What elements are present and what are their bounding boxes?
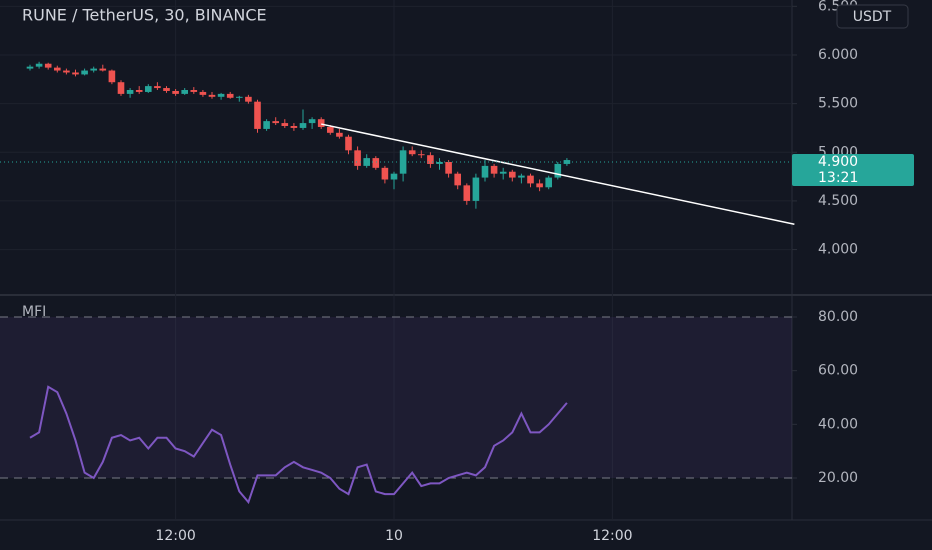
last-price-box xyxy=(792,153,914,186)
y-tick-label: 5.500 xyxy=(818,96,858,112)
y-tick-label: 20.00 xyxy=(818,470,858,486)
y-tick-label: 60.00 xyxy=(818,363,858,379)
candle-body xyxy=(427,155,434,164)
candle-body xyxy=(117,82,125,94)
candle-body xyxy=(163,88,170,91)
candle-body xyxy=(263,121,270,129)
candle-body xyxy=(445,161,452,174)
candle-body xyxy=(226,93,234,98)
x-tick-label: 12:00 xyxy=(155,528,195,544)
indicator-line xyxy=(29,385,568,505)
candle-body xyxy=(354,150,361,166)
candle-body xyxy=(245,96,252,102)
candle-body xyxy=(172,90,179,94)
candle-body xyxy=(236,96,243,98)
candle-body xyxy=(536,183,543,188)
y-tick-label: 40.00 xyxy=(818,416,858,432)
y-tick-label: 4.000 xyxy=(818,242,858,258)
indicator-title: MFI xyxy=(22,304,46,320)
currency-label: USDT xyxy=(853,9,892,25)
candle-body xyxy=(436,161,443,164)
candle-body xyxy=(554,163,562,178)
candle-body xyxy=(154,86,161,89)
candle-body xyxy=(54,67,61,71)
candle-body xyxy=(208,94,216,97)
candle-body xyxy=(454,173,461,186)
candle-body xyxy=(281,123,289,126)
candle-body xyxy=(527,175,534,184)
currency-button[interactable] xyxy=(836,4,909,29)
candle-body xyxy=(472,177,480,201)
candle-body xyxy=(381,167,389,180)
candle-body xyxy=(90,68,97,71)
candle-body xyxy=(190,89,198,92)
chart-title: RUNE / TetherUS, 30, BINANCE xyxy=(22,6,267,25)
candle-body xyxy=(81,70,88,75)
candle-body xyxy=(199,91,207,95)
candle-body xyxy=(408,150,416,155)
candle-body xyxy=(290,125,298,128)
candle-body xyxy=(217,93,225,97)
candle-body xyxy=(317,119,325,127)
candle-body xyxy=(26,66,34,69)
candle-body xyxy=(499,171,507,174)
trendline xyxy=(321,123,795,225)
candle-body xyxy=(254,101,261,129)
candle-body xyxy=(490,165,498,174)
candle-body xyxy=(72,72,79,75)
x-tick-label: 12:00 xyxy=(592,528,632,544)
candle-body xyxy=(135,89,143,92)
candle-body xyxy=(463,185,471,201)
countdown-label: 13:21 xyxy=(818,170,858,186)
x-tick-label: 10 xyxy=(385,528,403,544)
band-fill xyxy=(0,317,792,479)
candle-body xyxy=(372,158,380,168)
candle-body xyxy=(418,154,425,156)
candle-body xyxy=(363,158,370,166)
candle-body xyxy=(126,89,134,94)
last-price-label: 4.900 xyxy=(818,154,858,170)
y-tick-label: 6.000 xyxy=(818,47,858,63)
candle-body xyxy=(509,171,516,178)
candle-body xyxy=(63,70,70,73)
candle-body xyxy=(308,119,316,124)
candle-body xyxy=(481,165,489,178)
candle-body xyxy=(145,86,152,92)
candle-body xyxy=(399,150,407,174)
candle-body xyxy=(44,63,52,68)
y-tick-label: 4.500 xyxy=(818,193,858,209)
y-tick-label: 80.00 xyxy=(818,309,858,325)
candle-body xyxy=(345,136,352,151)
candle-body xyxy=(35,63,43,67)
candle-body xyxy=(390,173,398,180)
candle-body xyxy=(336,132,343,137)
candle-body xyxy=(99,68,107,71)
candle-body xyxy=(181,89,188,94)
candle-body xyxy=(545,177,552,188)
candle-body xyxy=(299,123,307,128)
candle-body xyxy=(327,126,334,133)
candle-body xyxy=(108,70,116,83)
candle-body xyxy=(563,160,571,164)
candle-body xyxy=(518,175,525,178)
candle-body xyxy=(272,121,279,124)
